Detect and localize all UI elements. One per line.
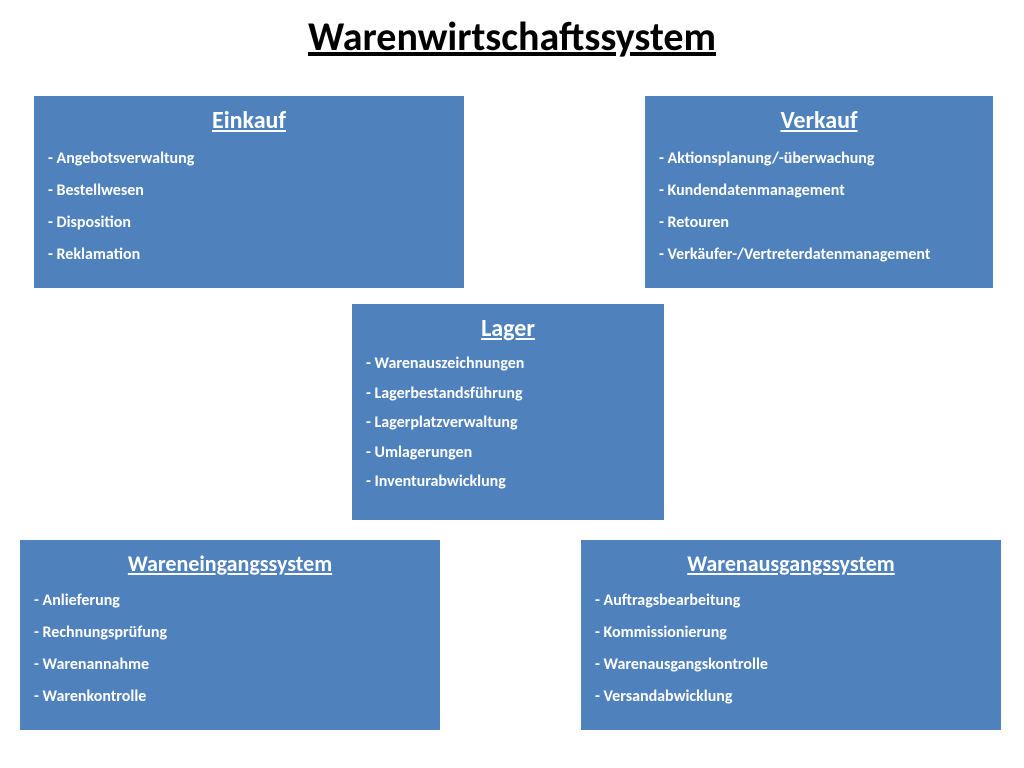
list-item: - Umlagerungen — [366, 438, 650, 468]
list-item: - Warenannahme — [34, 649, 426, 681]
list-item: - Verkäufer-/Vertreterdatenmanagement — [659, 239, 979, 271]
list-item: - Disposition — [48, 207, 450, 239]
list-item: - Warenkontrolle — [34, 681, 426, 713]
list-item: - Reklamation — [48, 239, 450, 271]
box-einkauf: Einkauf - Angebotsverwaltung - Bestellwe… — [34, 96, 464, 288]
list-item: - Warenausgangskontrolle — [595, 649, 987, 681]
page-title: Warenwirtschaftssystem — [0, 0, 1024, 67]
box-wareneingang: Wareneingangssystem - Anlieferung - Rech… — [20, 540, 440, 730]
box-lager: Lager - Warenauszeichnungen - Lagerbesta… — [352, 304, 664, 520]
list-item: - Retouren — [659, 207, 979, 239]
list-item: - Versandabwicklung — [595, 681, 987, 713]
list-item: - Kommissionierung — [595, 617, 987, 649]
box-wareneingang-title: Wareneingangssystem — [34, 550, 426, 577]
list-item: - Lagerbestandsführung — [366, 379, 650, 409]
box-warenausgang: Warenausgangssystem - Auftragsbearbeitun… — [581, 540, 1001, 730]
box-einkauf-title: Einkauf — [48, 106, 450, 135]
list-item: - Bestellwesen — [48, 175, 450, 207]
box-lager-title: Lager — [366, 314, 650, 343]
list-item: - Inventurabwicklung — [366, 467, 650, 497]
box-verkauf-title: Verkauf — [659, 106, 979, 135]
box-warenausgang-title: Warenausgangssystem — [595, 550, 987, 577]
list-item: - Anlieferung — [34, 585, 426, 617]
list-item: - Warenauszeichnungen — [366, 349, 650, 379]
list-item: - Angebotsverwaltung — [48, 143, 450, 175]
list-item: - Aktionsplanung/-überwachung — [659, 143, 979, 175]
list-item: - Kundendatenmanagement — [659, 175, 979, 207]
list-item: - Auftragsbearbeitung — [595, 585, 987, 617]
list-item: - Lagerplatzverwaltung — [366, 408, 650, 438]
box-verkauf: Verkauf - Aktionsplanung/-überwachung - … — [645, 96, 993, 288]
list-item: - Rechnungsprüfung — [34, 617, 426, 649]
